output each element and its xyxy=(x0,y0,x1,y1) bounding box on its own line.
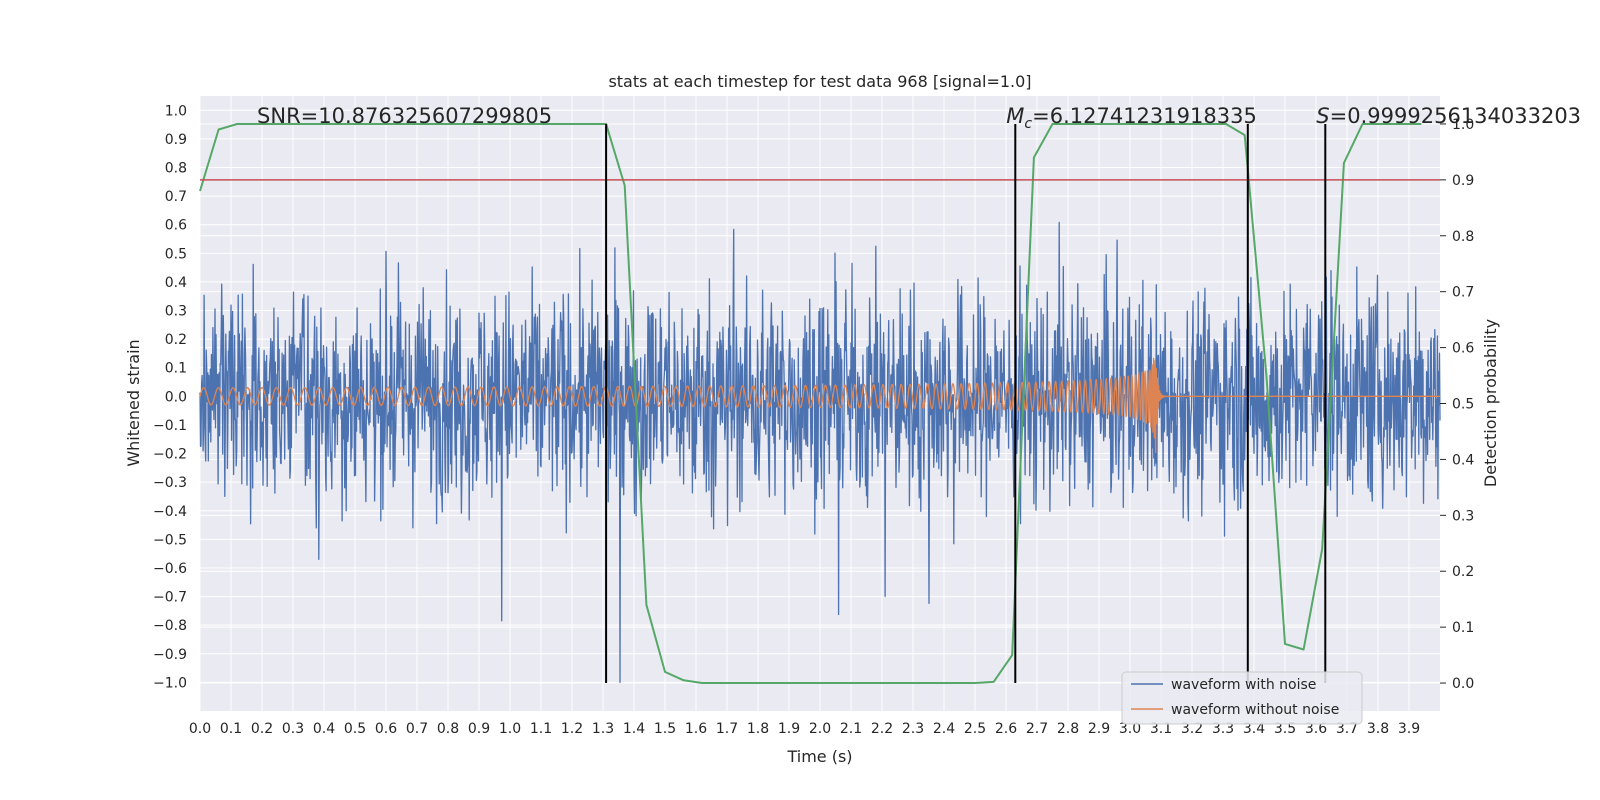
y-tick-label: −0.3 xyxy=(153,475,187,491)
x-tick-label: 0.1 xyxy=(220,721,242,737)
annotation-value: =6.12741231918335 xyxy=(1032,104,1257,128)
y2-tick-label: 0.3 xyxy=(1452,508,1474,524)
x-tick-label: 0.6 xyxy=(375,721,397,737)
x-tick-label: 2.2 xyxy=(871,721,893,737)
y-tick-labels: 1.0 0.9 0.8 0.7 0.6 0.5 0.4 0.3 0.2 0.1 0.0 −0.1 −0.… xyxy=(153,103,187,691)
y2-tick-label: 0.0 xyxy=(1452,676,1474,692)
y-tick-label: −0.7 xyxy=(153,590,187,606)
annotation-symbol: M xyxy=(1006,104,1024,128)
legend-label-clean: waveform without noise xyxy=(1171,702,1339,718)
x-tick-label: 2.6 xyxy=(995,721,1017,737)
x-tick-labels: 0.0 0.1 0.2 0.3 0.4 0.5 0.6 0.7 0.8 0.9 1.0 1.1 1.2 1… xyxy=(189,721,1420,737)
y-tick-label: 0.6 xyxy=(165,218,187,234)
series-line-detection-probability xyxy=(199,123,1422,684)
x-tick-label: 2.3 xyxy=(902,721,924,737)
y2-tick-label: 0.1 xyxy=(1452,620,1474,636)
y2-tick-label: 1.0 xyxy=(1452,117,1474,133)
x-tick-label: 2.5 xyxy=(964,721,986,737)
event-annotation-label: S=0.9999256134033203 xyxy=(1316,104,1581,128)
x-tick-label: 1.1 xyxy=(530,721,552,737)
x-tick-label: 3.1 xyxy=(1150,721,1172,737)
y2-tick-label: 0.6 xyxy=(1452,341,1474,357)
y-tick-label: −1.0 xyxy=(153,675,187,691)
x-tick-label: 0.4 xyxy=(313,721,335,737)
y2-tick-labels: 1.0 0.9 0.8 0.7 0.6 0.5 0.4 0.3 0.2 0.1 0.0 xyxy=(1440,117,1474,692)
y-tick-label: 0.7 xyxy=(165,189,187,205)
y2-tick-label: 0.7 xyxy=(1452,285,1474,301)
y-tick-label: 0.3 xyxy=(165,304,187,320)
x-tick-label: 0.8 xyxy=(437,721,459,737)
x-tick-label: 2.8 xyxy=(1057,721,1079,737)
x-tick-label: 2.1 xyxy=(840,721,862,737)
x-tick-label: 1.3 xyxy=(592,721,614,737)
x-tick-label: 1.6 xyxy=(685,721,707,737)
x-tick-label: 3.3 xyxy=(1212,721,1234,737)
legend: waveform with noise waveform without noi… xyxy=(1121,671,1363,725)
chart-title: stats at each timestep for test data 968… xyxy=(608,72,1031,91)
y-tick-label: 0.4 xyxy=(165,275,187,291)
x-tick-label: 0.2 xyxy=(251,721,273,737)
y2-tick-label: 0.4 xyxy=(1452,452,1474,468)
annotation-subscript: c xyxy=(1024,116,1032,132)
annotation-value: =0.9999256134033203 xyxy=(1330,104,1581,128)
x-tick-label: 3.4 xyxy=(1243,721,1265,737)
y-tick-label: −0.1 xyxy=(153,418,187,434)
y-tick-label: 1.0 xyxy=(165,103,187,119)
series-layer xyxy=(199,123,1441,684)
y-tick-label: 0.1 xyxy=(165,361,187,377)
x-tick-label: 3.2 xyxy=(1181,721,1203,737)
x-tick-label: 3.5 xyxy=(1274,721,1296,737)
y2-tick-label: 0.8 xyxy=(1452,229,1474,245)
x-tick-label: 1.9 xyxy=(778,721,800,737)
x-axis-label: Time (s) xyxy=(786,747,852,766)
x-tick-label: 2.9 xyxy=(1088,721,1110,737)
x-tick-label: 3.7 xyxy=(1336,721,1358,737)
y-tick-label: −0.9 xyxy=(153,647,187,663)
y2-tick-label: 0.5 xyxy=(1452,397,1474,413)
legend-label-noise: waveform with noise xyxy=(1171,677,1316,693)
x-tick-label: 0.9 xyxy=(468,721,490,737)
x-tick-label: 2.4 xyxy=(933,721,955,737)
series-line-waveform-without-noise xyxy=(199,357,1441,454)
x-tick-label: 3.9 xyxy=(1398,721,1420,737)
event-markers xyxy=(605,123,1327,684)
x-tick-label: 1.7 xyxy=(716,721,738,737)
x-tick-label: 3.0 xyxy=(1119,721,1141,737)
y-tick-label: −0.8 xyxy=(153,618,187,634)
y-tick-label: 0.0 xyxy=(165,389,187,405)
x-tick-label: 1.4 xyxy=(623,721,645,737)
x-tick-label: 0.3 xyxy=(282,721,304,737)
x-tick-label: 0.5 xyxy=(344,721,366,737)
x-tick-label: 3.8 xyxy=(1367,721,1389,737)
annotations: SNR=10.876325607299805 Mc=6.1274123191833… xyxy=(257,104,1581,132)
series-line-waveform-with-noise xyxy=(199,221,1441,684)
y2-axis-label: Detection probability xyxy=(1481,319,1500,487)
x-tick-label: 1.5 xyxy=(654,721,676,737)
x-tick-label: 3.6 xyxy=(1305,721,1327,737)
x-tick-label: 0.7 xyxy=(406,721,428,737)
event-annotation-label: SNR=10.876325607299805 xyxy=(257,104,552,128)
x-tick-label: 1.2 xyxy=(561,721,583,737)
legend-box xyxy=(1121,671,1363,725)
y-axis-label: Whitened strain xyxy=(124,339,143,466)
y2-tick-label: 0.2 xyxy=(1452,564,1474,580)
x-tick-label: 1.0 xyxy=(499,721,521,737)
y-tick-label: −0.2 xyxy=(153,447,187,463)
y-tick-label: 0.2 xyxy=(165,332,187,348)
y-tick-label: −0.5 xyxy=(153,532,187,548)
x-tick-label: 2.7 xyxy=(1026,721,1048,737)
x-tick-label: 1.8 xyxy=(747,721,769,737)
event-annotation-label: Mc=6.12741231918335 xyxy=(1006,104,1257,132)
annotation-symbol: S xyxy=(1316,104,1329,128)
y-tick-label: −0.4 xyxy=(153,504,187,520)
x-tick-label: 2.0 xyxy=(809,721,831,737)
y-tick-label: 0.5 xyxy=(165,246,187,262)
y-tick-label: −0.6 xyxy=(153,561,187,577)
x-tick-label: 0.0 xyxy=(189,721,211,737)
y-tick-label: 0.8 xyxy=(165,161,187,177)
y2-tick-label: 0.9 xyxy=(1452,173,1474,189)
y-tick-label: 0.9 xyxy=(165,132,187,148)
